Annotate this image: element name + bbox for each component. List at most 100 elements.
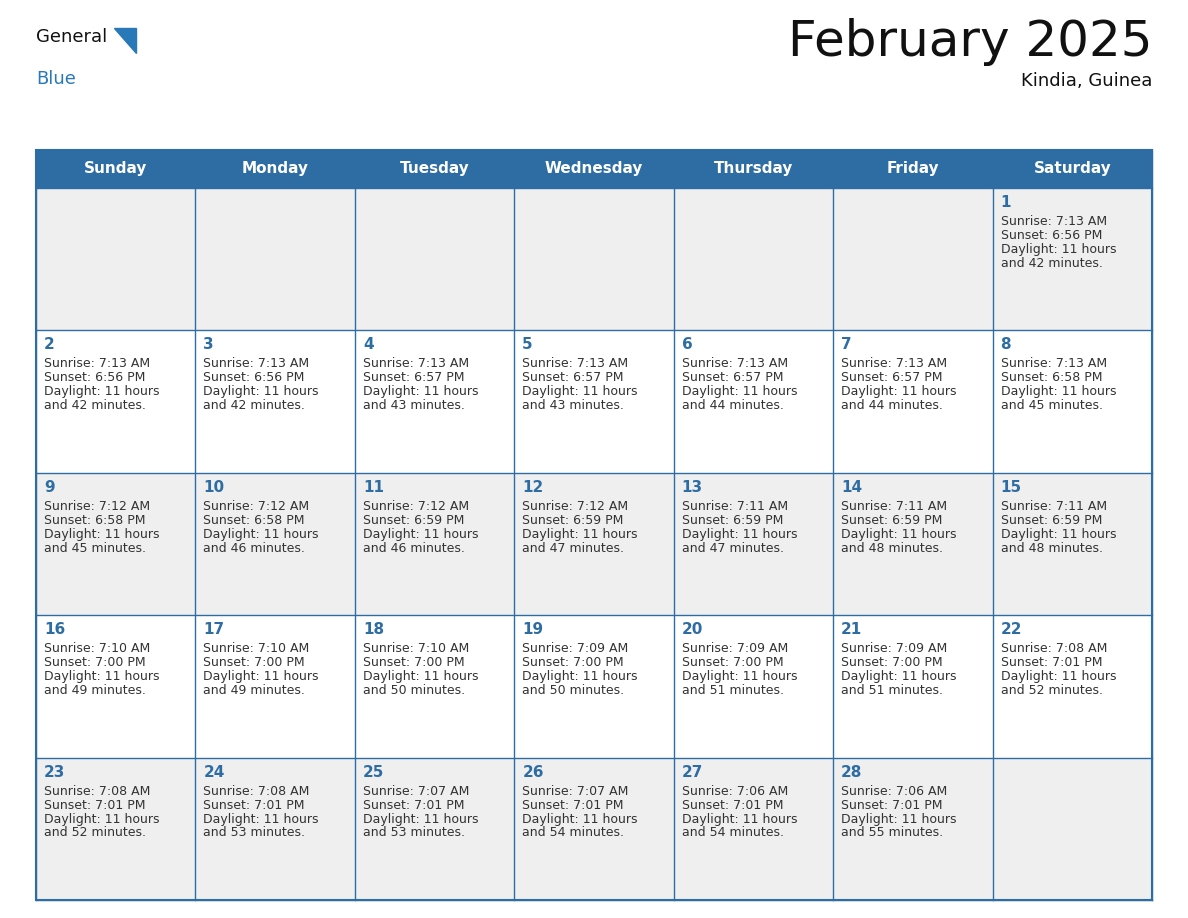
Text: Daylight: 11 hours: Daylight: 11 hours (362, 528, 479, 541)
Bar (36, 150, 1152, 188)
Text: Sunrise: 7:10 AM: Sunrise: 7:10 AM (203, 643, 310, 655)
Text: Sunrise: 7:07 AM: Sunrise: 7:07 AM (523, 785, 628, 798)
Text: Sunset: 6:57 PM: Sunset: 6:57 PM (523, 372, 624, 385)
Text: and 43 minutes.: and 43 minutes. (523, 399, 624, 412)
Text: Daylight: 11 hours: Daylight: 11 hours (682, 386, 797, 398)
Text: Daylight: 11 hours: Daylight: 11 hours (682, 812, 797, 825)
Text: Daylight: 11 hours: Daylight: 11 hours (203, 528, 318, 541)
Text: and 54 minutes.: and 54 minutes. (523, 826, 624, 839)
Text: Sunset: 7:00 PM: Sunset: 7:00 PM (523, 656, 624, 669)
Text: Sunset: 7:01 PM: Sunset: 7:01 PM (203, 799, 305, 812)
Text: and 42 minutes.: and 42 minutes. (44, 399, 146, 412)
Text: and 44 minutes.: and 44 minutes. (841, 399, 943, 412)
Text: Sunset: 7:01 PM: Sunset: 7:01 PM (682, 799, 783, 812)
Text: Sunset: 6:57 PM: Sunset: 6:57 PM (362, 372, 465, 385)
Text: Sunday: Sunday (84, 162, 147, 176)
Text: 12: 12 (523, 480, 544, 495)
Text: Sunset: 6:59 PM: Sunset: 6:59 PM (523, 514, 624, 527)
Bar (36, 757, 1152, 900)
Text: and 49 minutes.: and 49 minutes. (203, 684, 305, 697)
Text: and 42 minutes.: and 42 minutes. (1000, 257, 1102, 270)
Text: Sunrise: 7:13 AM: Sunrise: 7:13 AM (44, 357, 150, 370)
Text: Sunset: 7:01 PM: Sunset: 7:01 PM (1000, 656, 1102, 669)
Text: Blue: Blue (36, 70, 76, 88)
Text: Daylight: 11 hours: Daylight: 11 hours (203, 812, 318, 825)
Text: Sunrise: 7:06 AM: Sunrise: 7:06 AM (841, 785, 947, 798)
Text: and 52 minutes.: and 52 minutes. (44, 826, 146, 839)
Bar (36, 615, 1152, 757)
Text: February 2025: February 2025 (788, 18, 1152, 66)
Text: Daylight: 11 hours: Daylight: 11 hours (841, 670, 956, 683)
Text: and 47 minutes.: and 47 minutes. (523, 542, 624, 554)
Text: Sunset: 7:00 PM: Sunset: 7:00 PM (203, 656, 305, 669)
Text: Monday: Monday (241, 162, 309, 176)
Text: 17: 17 (203, 622, 225, 637)
Text: 25: 25 (362, 765, 384, 779)
Text: and 55 minutes.: and 55 minutes. (841, 826, 943, 839)
Text: Sunset: 6:59 PM: Sunset: 6:59 PM (682, 514, 783, 527)
Text: Daylight: 11 hours: Daylight: 11 hours (1000, 243, 1116, 256)
Text: Daylight: 11 hours: Daylight: 11 hours (362, 812, 479, 825)
Text: Wednesday: Wednesday (545, 162, 643, 176)
Text: Sunset: 6:59 PM: Sunset: 6:59 PM (362, 514, 465, 527)
Text: Sunset: 6:59 PM: Sunset: 6:59 PM (1000, 514, 1102, 527)
Text: and 50 minutes.: and 50 minutes. (523, 684, 625, 697)
Text: and 46 minutes.: and 46 minutes. (362, 542, 465, 554)
Text: 3: 3 (203, 338, 214, 353)
Text: Sunset: 6:58 PM: Sunset: 6:58 PM (1000, 372, 1102, 385)
Text: Sunrise: 7:13 AM: Sunrise: 7:13 AM (841, 357, 947, 370)
Text: Sunrise: 7:12 AM: Sunrise: 7:12 AM (203, 499, 310, 513)
Text: and 51 minutes.: and 51 minutes. (841, 684, 943, 697)
Text: and 45 minutes.: and 45 minutes. (44, 542, 146, 554)
Text: Daylight: 11 hours: Daylight: 11 hours (44, 812, 159, 825)
Text: Sunset: 6:59 PM: Sunset: 6:59 PM (841, 514, 942, 527)
Text: Sunrise: 7:06 AM: Sunrise: 7:06 AM (682, 785, 788, 798)
Text: and 43 minutes.: and 43 minutes. (362, 399, 465, 412)
Text: 16: 16 (44, 622, 65, 637)
Text: Sunrise: 7:12 AM: Sunrise: 7:12 AM (44, 499, 150, 513)
Text: Sunrise: 7:13 AM: Sunrise: 7:13 AM (362, 357, 469, 370)
Text: Sunrise: 7:12 AM: Sunrise: 7:12 AM (362, 499, 469, 513)
Text: Sunrise: 7:13 AM: Sunrise: 7:13 AM (1000, 357, 1107, 370)
Text: Daylight: 11 hours: Daylight: 11 hours (523, 670, 638, 683)
Text: 24: 24 (203, 765, 225, 779)
Text: Sunrise: 7:13 AM: Sunrise: 7:13 AM (1000, 215, 1107, 228)
Text: Sunrise: 7:11 AM: Sunrise: 7:11 AM (841, 499, 947, 513)
Text: Daylight: 11 hours: Daylight: 11 hours (1000, 386, 1116, 398)
Text: 13: 13 (682, 480, 703, 495)
Bar (36, 473, 1152, 615)
Text: Daylight: 11 hours: Daylight: 11 hours (1000, 670, 1116, 683)
Text: Sunrise: 7:12 AM: Sunrise: 7:12 AM (523, 499, 628, 513)
Text: 27: 27 (682, 765, 703, 779)
Text: 28: 28 (841, 765, 862, 779)
Text: Sunrise: 7:10 AM: Sunrise: 7:10 AM (44, 643, 150, 655)
Text: 20: 20 (682, 622, 703, 637)
Text: Daylight: 11 hours: Daylight: 11 hours (841, 528, 956, 541)
Text: Sunrise: 7:11 AM: Sunrise: 7:11 AM (1000, 499, 1107, 513)
Text: General: General (36, 28, 107, 46)
Text: and 48 minutes.: and 48 minutes. (841, 542, 943, 554)
Text: Sunset: 6:56 PM: Sunset: 6:56 PM (1000, 229, 1102, 242)
Text: and 49 minutes.: and 49 minutes. (44, 684, 146, 697)
Text: 15: 15 (1000, 480, 1022, 495)
Text: 21: 21 (841, 622, 862, 637)
Text: Sunset: 6:58 PM: Sunset: 6:58 PM (44, 514, 145, 527)
Text: Daylight: 11 hours: Daylight: 11 hours (362, 670, 479, 683)
Bar (36, 188, 1152, 330)
Text: Sunset: 7:01 PM: Sunset: 7:01 PM (362, 799, 465, 812)
Text: Sunrise: 7:10 AM: Sunrise: 7:10 AM (362, 643, 469, 655)
Text: Sunset: 7:01 PM: Sunset: 7:01 PM (523, 799, 624, 812)
Text: Sunrise: 7:13 AM: Sunrise: 7:13 AM (523, 357, 628, 370)
Text: 7: 7 (841, 338, 852, 353)
Text: Daylight: 11 hours: Daylight: 11 hours (523, 812, 638, 825)
Text: 22: 22 (1000, 622, 1022, 637)
Text: 11: 11 (362, 480, 384, 495)
Text: 23: 23 (44, 765, 65, 779)
Text: Sunrise: 7:08 AM: Sunrise: 7:08 AM (44, 785, 151, 798)
Text: 18: 18 (362, 622, 384, 637)
Text: Daylight: 11 hours: Daylight: 11 hours (362, 386, 479, 398)
Text: Sunset: 6:57 PM: Sunset: 6:57 PM (841, 372, 942, 385)
Text: Sunrise: 7:09 AM: Sunrise: 7:09 AM (682, 643, 788, 655)
Bar (36, 150, 1152, 900)
Text: Daylight: 11 hours: Daylight: 11 hours (682, 670, 797, 683)
